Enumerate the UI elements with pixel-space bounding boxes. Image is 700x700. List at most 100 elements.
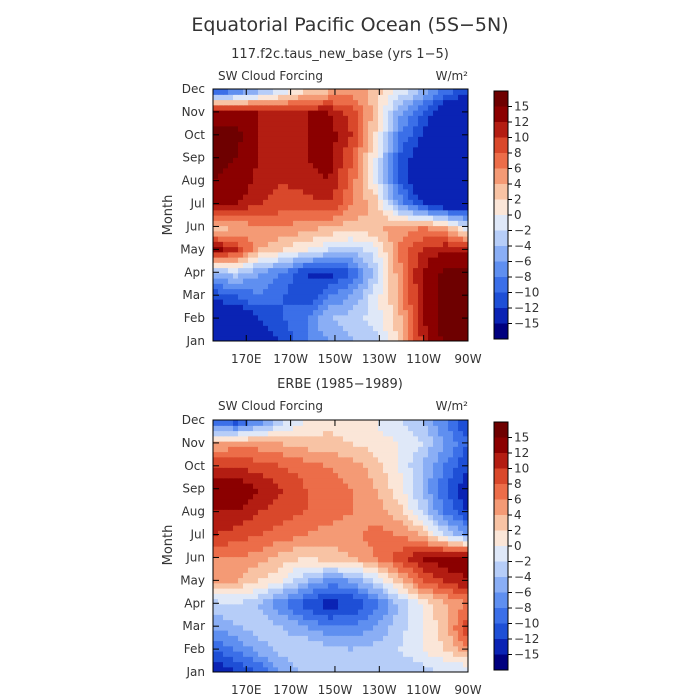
- heatmap-cell: [228, 220, 234, 227]
- heatmap-cell: [253, 220, 259, 227]
- heatmap-cell: [278, 262, 284, 269]
- heatmap-cell: [333, 640, 339, 647]
- heatmap-cell: [348, 556, 354, 563]
- heatmap-cell: [418, 299, 424, 305]
- heatmap-cell: [443, 645, 449, 652]
- heatmap-cell: [308, 420, 314, 426]
- heatmap-cell: [458, 251, 464, 258]
- panel-top-units: W/m²: [436, 69, 469, 83]
- heatmap-cell: [253, 267, 259, 274]
- heatmap-cell: [313, 451, 319, 458]
- heatmap-cell: [428, 209, 434, 216]
- heatmap-cell: [373, 183, 379, 190]
- heatmap-cell: [373, 89, 379, 95]
- heatmap-cell: [443, 525, 449, 531]
- heatmap-cell: [378, 89, 384, 95]
- heatmap-cell: [388, 141, 394, 148]
- heatmap-cell: [328, 430, 334, 437]
- panel-top-heatmap: [213, 89, 468, 341]
- heatmap-cell: [428, 162, 434, 169]
- heatmap-cell: [288, 619, 294, 626]
- heatmap-cell: [398, 456, 404, 463]
- heatmap-cell: [318, 330, 324, 337]
- x-tick-label: 170E: [231, 352, 262, 366]
- heatmap-cell: [378, 588, 384, 594]
- heatmap-cell: [253, 299, 259, 305]
- heatmap-cell: [308, 477, 314, 484]
- heatmap-cell: [418, 173, 424, 179]
- heatmap-cell: [423, 577, 429, 584]
- heatmap-cell: [313, 125, 319, 132]
- heatmap-cell: [353, 110, 359, 116]
- heatmap-cell: [218, 99, 224, 106]
- heatmap-cell: [363, 257, 369, 263]
- heatmap-cell: [283, 546, 289, 552]
- heatmap-cell: [238, 136, 244, 143]
- heatmap-cell: [273, 556, 279, 563]
- heatmap-cell: [263, 567, 269, 573]
- heatmap-cell: [313, 230, 319, 237]
- heatmap-cell: [318, 619, 324, 626]
- heatmap-cell: [338, 230, 344, 237]
- heatmap-cell: [293, 246, 299, 253]
- heatmap-cell: [448, 110, 454, 116]
- heatmap-cell: [228, 335, 234, 341]
- heatmap-cell: [213, 614, 219, 621]
- heatmap-cell: [388, 504, 394, 510]
- heatmap-cell: [328, 146, 334, 153]
- heatmap-cell: [233, 246, 239, 253]
- heatmap-cell: [273, 125, 279, 132]
- heatmap-cell: [433, 262, 439, 269]
- heatmap-cell: [313, 630, 319, 636]
- heatmap-cell: [433, 456, 439, 463]
- heatmap-cell: [373, 609, 379, 615]
- heatmap-cell: [363, 435, 369, 442]
- heatmap-cell: [413, 519, 419, 526]
- heatmap-cell: [233, 551, 239, 558]
- heatmap-cell: [448, 89, 454, 95]
- heatmap-cell: [313, 598, 319, 605]
- heatmap-cell: [423, 582, 429, 589]
- heatmap-cell: [258, 551, 264, 558]
- heatmap-cell: [303, 666, 309, 672]
- heatmap-cell: [343, 535, 349, 542]
- x-tick-label: 170W: [273, 352, 308, 366]
- heatmap-cell: [388, 299, 394, 305]
- heatmap-cell: [418, 278, 424, 284]
- heatmap-cell: [273, 330, 279, 337]
- heatmap-cell: [413, 278, 419, 284]
- heatmap-cell: [338, 504, 344, 510]
- heatmap-cell: [263, 304, 269, 311]
- heatmap-cell: [283, 477, 289, 484]
- heatmap-cell: [373, 146, 379, 153]
- heatmap-cell: [298, 483, 304, 489]
- heatmap-cell: [383, 162, 389, 169]
- heatmap-cell: [398, 146, 404, 153]
- heatmap-cell: [283, 215, 289, 221]
- heatmap-cell: [348, 267, 354, 274]
- heatmap-cell: [233, 209, 239, 216]
- heatmap-cell: [343, 603, 349, 610]
- heatmap-cell: [428, 666, 434, 672]
- heatmap-cell: [423, 593, 429, 600]
- heatmap-cell: [378, 488, 384, 495]
- heatmap-cell: [218, 430, 224, 437]
- heatmap-cell: [258, 283, 264, 290]
- heatmap-cell: [278, 314, 284, 321]
- heatmap-cell: [278, 146, 284, 153]
- heatmap-cell: [293, 162, 299, 169]
- heatmap-cell: [338, 645, 344, 652]
- heatmap-cell: [353, 514, 359, 521]
- heatmap-cell: [343, 441, 349, 447]
- heatmap-cell: [338, 640, 344, 647]
- heatmap-cell: [393, 619, 399, 626]
- heatmap-cell: [448, 661, 454, 668]
- heatmap-cell: [413, 110, 419, 116]
- heatmap-cell: [353, 577, 359, 584]
- heatmap-cell: [353, 236, 359, 242]
- heatmap-cell: [258, 110, 264, 116]
- heatmap-cell: [443, 194, 449, 200]
- heatmap-cell: [308, 598, 314, 605]
- heatmap-cell: [253, 624, 259, 631]
- heatmap-cell: [273, 630, 279, 636]
